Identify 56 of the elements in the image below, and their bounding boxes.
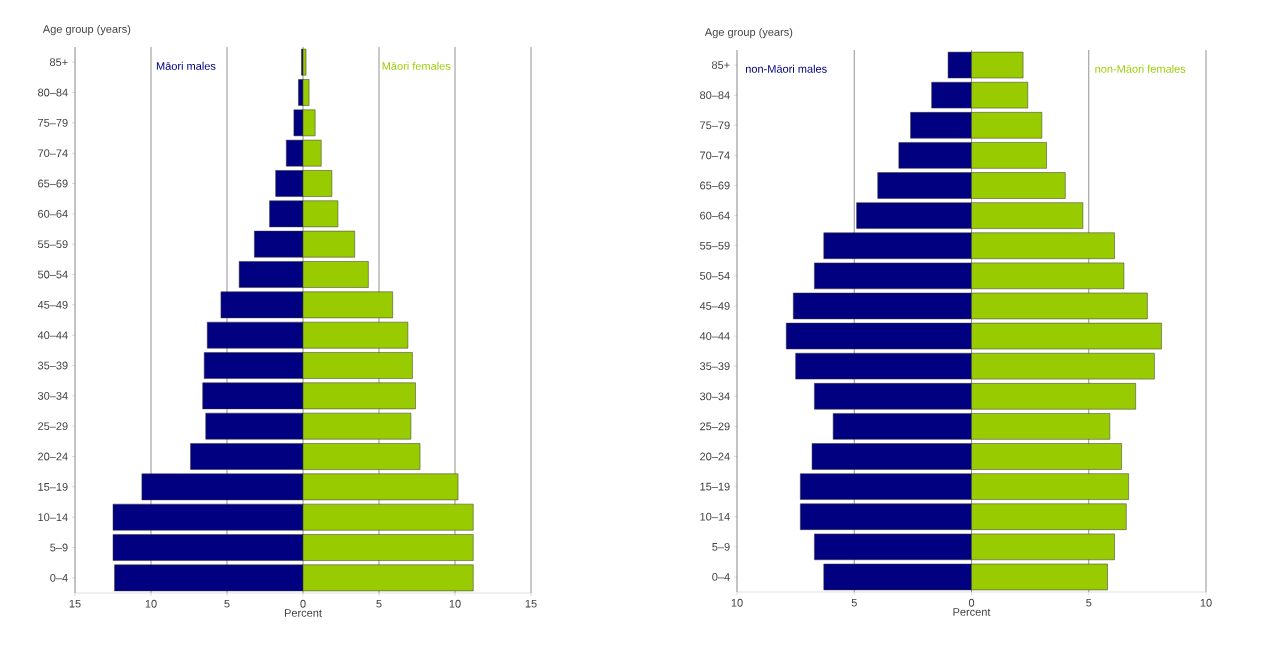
y-tick-label: 35–39 [699, 362, 730, 371]
y-tick-label: 10–14 [38, 513, 68, 522]
y-tick-label: 5–9 [50, 543, 68, 552]
text: non-Māori females [1095, 64, 1186, 73]
y-tick-label: 60–64 [38, 209, 68, 218]
x-tick-label: 10 [731, 598, 743, 607]
y-tick-label: 80–84 [700, 91, 730, 100]
y-tick-label: 25–29 [38, 422, 68, 431]
y-tick-label: 40–44 [699, 332, 730, 340]
y-tick-label: 40–44 [37, 331, 68, 340]
y-tick-label: 55–59 [37, 240, 68, 249]
y-tick-label: 0–4 [712, 573, 730, 581]
y-tick-label: 20–24 [700, 452, 730, 461]
y-tick-label: 85+ [711, 61, 730, 69]
y-tick-label: 0–4 [50, 573, 68, 582]
x-axis-title: Percent [953, 608, 991, 616]
y-tick-label: 70–74 [700, 151, 730, 160]
y-tick-label: 45–49 [37, 300, 68, 309]
y-tick-label: 30–34 [37, 391, 68, 400]
y-tick-label: 15–19 [38, 482, 68, 491]
y-axis-title: Age group (years) [704, 27, 793, 39]
text: Māori males [156, 61, 216, 70]
y-tick-label: 25–29 [700, 422, 730, 431]
y-tick-label: 75–79 [700, 121, 730, 130]
y-tick-label: 30–34 [699, 392, 730, 401]
y-tick-label: 75–79 [38, 118, 68, 127]
y-tick-label: 50–54 [37, 270, 68, 279]
y-tick-label: 5–9 [712, 542, 730, 551]
y-tick-label: 55–59 [699, 241, 730, 250]
y-tick-label: 60–64 [700, 211, 730, 220]
y-tick-label: 65–69 [700, 181, 730, 190]
text: non-Māori males [745, 64, 827, 73]
x-tick-label: 10 [145, 599, 157, 608]
x-tick-label: 0 [968, 598, 975, 607]
x-tick-label: 15 [69, 599, 81, 608]
y-tick-label: 20–24 [38, 452, 68, 461]
x-tick-label: 15 [525, 599, 537, 608]
y-tick-label: 50–54 [699, 271, 730, 280]
y-tick-label: 15–19 [700, 482, 730, 491]
x-tick-label: 5 [1086, 598, 1092, 607]
x-tick-label: 5 [224, 599, 230, 608]
y-tick-label: 70–74 [38, 149, 68, 158]
y-tick-label: 35–39 [37, 361, 68, 370]
y-axis-title: Age group (years) [42, 24, 131, 36]
y-tick-label: 85+ [49, 58, 68, 67]
x-tick-label: 5 [376, 599, 382, 608]
y-tick-label: 80–84 [38, 88, 68, 97]
x-tick-label: 0 [300, 599, 306, 608]
y-tick-label: 65–69 [38, 179, 68, 188]
x-axis-title: Percent [284, 609, 322, 617]
x-tick-label: 10 [449, 599, 461, 608]
y-tick-label: 10–14 [700, 512, 730, 521]
x-tick-label: 10 [1200, 598, 1212, 607]
text: Māori females [382, 61, 451, 70]
x-tick-label: 5 [851, 598, 857, 607]
y-tick-label: 45–49 [699, 302, 730, 310]
